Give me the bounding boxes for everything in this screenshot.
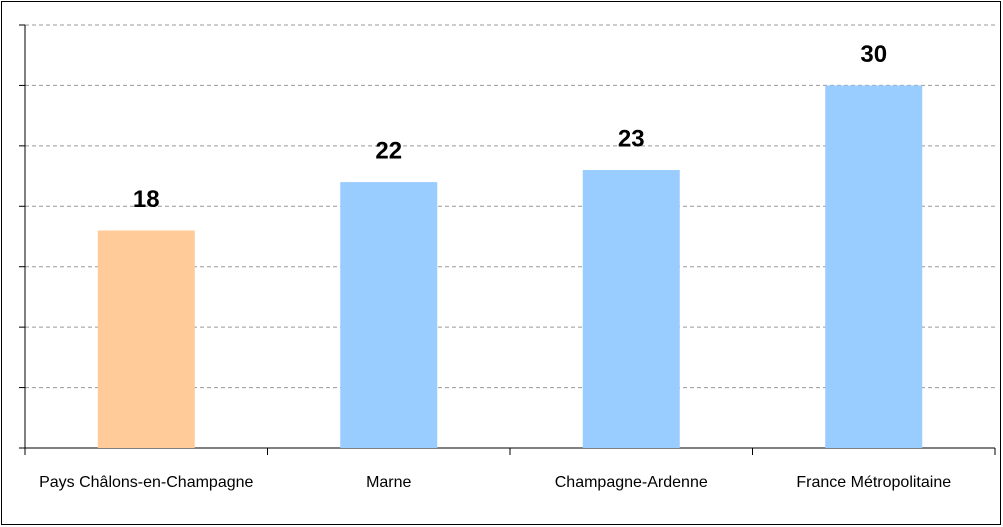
x-tick-label: Champagne-Ardenne bbox=[554, 474, 708, 491]
value-label: 18 bbox=[133, 186, 160, 213]
value-label: 22 bbox=[375, 137, 402, 164]
x-tick-label: France Métropolitaine bbox=[796, 474, 952, 491]
x-tick-label: Pays Châlons-en-Champagne bbox=[39, 474, 254, 491]
bar bbox=[825, 85, 923, 448]
value-label: 30 bbox=[860, 41, 887, 68]
value-label: 23 bbox=[618, 125, 645, 152]
x-tick-label: Marne bbox=[366, 474, 412, 491]
bar bbox=[340, 182, 438, 448]
bar bbox=[97, 230, 195, 448]
bar bbox=[582, 170, 680, 448]
